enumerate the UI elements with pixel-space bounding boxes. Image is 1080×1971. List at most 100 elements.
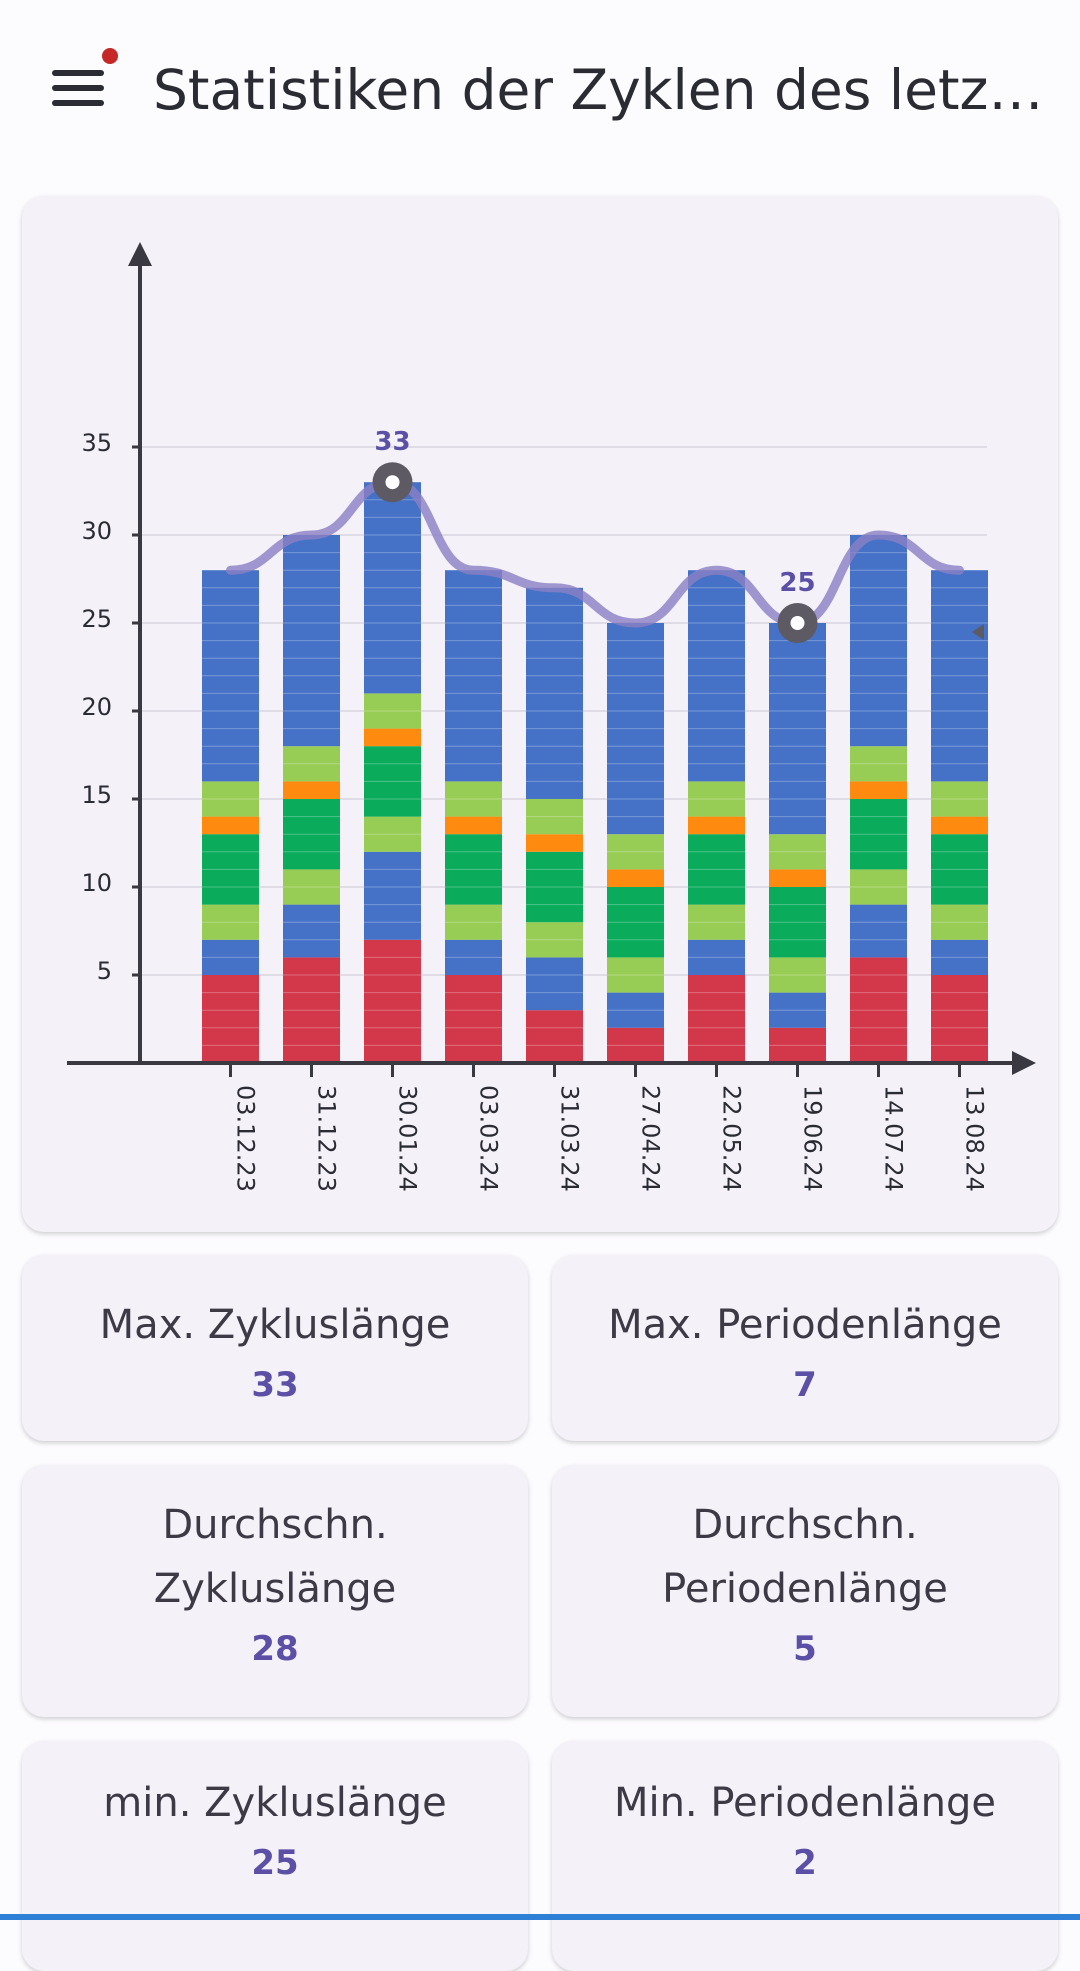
stat-card-avg-period: Durchschn. Periodenlänge 5 [552,1465,1058,1717]
bar-segment-blue [607,623,664,835]
bar-segment-green [202,834,259,905]
bar-segment-light_green [931,781,988,817]
bar-segment-blue [364,851,421,940]
bar-segment-blue [202,939,259,975]
stat-card-min-cycle: min. Zykluslänge 25 [22,1741,528,1971]
highlight-point-center [385,475,400,490]
menu-button[interactable] [40,48,118,120]
bar-segment-blue [688,570,745,782]
bar-segment-blue [526,957,583,1011]
stat-value: 28 [251,1629,299,1669]
cycle-length-line [226,477,964,628]
x-tick-label: 03.03.24 [475,1085,503,1192]
bar-segment-light_green [364,816,421,852]
app-bar: Statistiken der Zyklen des letzt... [0,0,1080,180]
bar-segment-period [688,975,745,1063]
bar-segment-period [445,975,502,1063]
bar-segment-light_green [769,834,826,870]
bar-segment-orange [688,816,745,835]
bar-segment-blue [526,587,583,799]
highlight-point-center [790,616,805,630]
bar-segment-green [364,746,421,817]
menu-icon [52,70,104,76]
y-tick-label: 30 [81,517,112,545]
bar-segment-blue [688,939,745,975]
bar-segment-green [688,834,745,905]
bar-segment-period [364,939,421,1063]
x-tick-label: 03.12.23 [232,1085,260,1192]
bar-segment-light_green [688,781,745,817]
y-tick-label: 35 [81,429,112,457]
x-tick-label: 19.06.24 [799,1085,827,1192]
stat-value: 25 [251,1843,299,1883]
stat-value: 33 [251,1365,299,1405]
x-axis-arrow [1012,1051,1036,1075]
bar-segment-blue [445,939,502,975]
bar-segment-light_green [931,904,988,940]
chart-card: 5 10 15 20 25 30 35 03.12.23 31.12.23 30.01.24 03.… [22,196,1058,1232]
bar-segment-light_green [283,869,340,905]
bar-segment-light_green [445,904,502,940]
bar-segment-green [931,834,988,905]
stat-card-max-period: Max. Periodenlänge 7 [552,1255,1058,1441]
x-tick-label: 27.04.24 [637,1085,665,1192]
x-tick-label: 13.08.24 [961,1085,989,1192]
bar-segment-blue [931,570,988,782]
bar-segment-blue [850,535,907,747]
bar-segment-orange [283,781,340,799]
stat-card-avg-cycle: Durchschn. Zykluslänge 28 [22,1465,528,1717]
bar-segment-blue [364,482,421,694]
bar-segment-green [445,834,502,905]
y-tick-label: 10 [81,869,112,897]
menu-icon-bar [52,85,104,91]
bar-segment-period [607,1027,664,1063]
bar-segment-orange [607,869,664,887]
bar-segment-orange [364,728,421,747]
tooltip-pointer-icon [972,624,984,640]
x-tick-label: 31.03.24 [556,1085,584,1192]
bar-segment-light_green [526,922,583,958]
x-tick-label: 22.05.24 [718,1085,746,1192]
bar-segment-light_green [769,957,826,993]
bar-segment-orange [526,834,583,852]
bar-segment-blue [769,623,826,835]
y-tick-label: 5 [97,957,112,985]
bar-segment-orange [445,816,502,835]
highlight-point-label: 33 [374,427,410,457]
stat-label: Max. Zykluslänge [99,1302,451,1348]
y-tick-label: 20 [81,693,112,721]
bar-segment-light_green [850,746,907,782]
x-tick-label: 14.07.24 [880,1085,908,1192]
notification-dot [102,48,118,64]
bar-segment-blue [202,570,259,782]
bar-segment-green [850,799,907,870]
bar-segment-blue [607,992,664,1028]
x-tick-label: 31.12.23 [313,1085,341,1192]
bar-segment-light_green [202,781,259,817]
bar-segment-light_green [607,957,664,993]
bar-segment-blue [283,904,340,958]
bar-segment-period [202,975,259,1063]
bottom-scroll-indicator [0,1914,1080,1920]
stat-label: Min. Periodenlänge [613,1780,997,1826]
bar-segment-light_green [607,834,664,870]
bar-segment-orange [850,781,907,799]
bar-segment-green [283,799,340,870]
stat-value: 7 [793,1365,817,1405]
bar-segment-period [850,957,907,1063]
bar-segment-green [526,851,583,923]
bar-segment-orange [202,816,259,835]
y-tick-label: 25 [81,605,112,633]
x-tick-label: 30.01.24 [394,1085,422,1192]
cycle-chart[interactable]: 5 10 15 20 25 30 35 03.12.23 31.12.23 30.01.24 03.… [22,196,1058,1232]
bar-segment-blue [769,992,826,1028]
page-title: Statistiken der Zyklen des letzt... [153,58,1058,122]
highlight-point-label: 25 [779,568,815,598]
bar-segment-period [769,1027,826,1063]
bar-segment-blue [931,939,988,975]
bar-segment-light_green [202,904,259,940]
stat-label: Max. Periodenlänge [608,1302,1002,1348]
bar-segment-orange [769,869,826,887]
y-tick-label: 15 [81,781,112,809]
bar-segment-blue [283,535,340,747]
